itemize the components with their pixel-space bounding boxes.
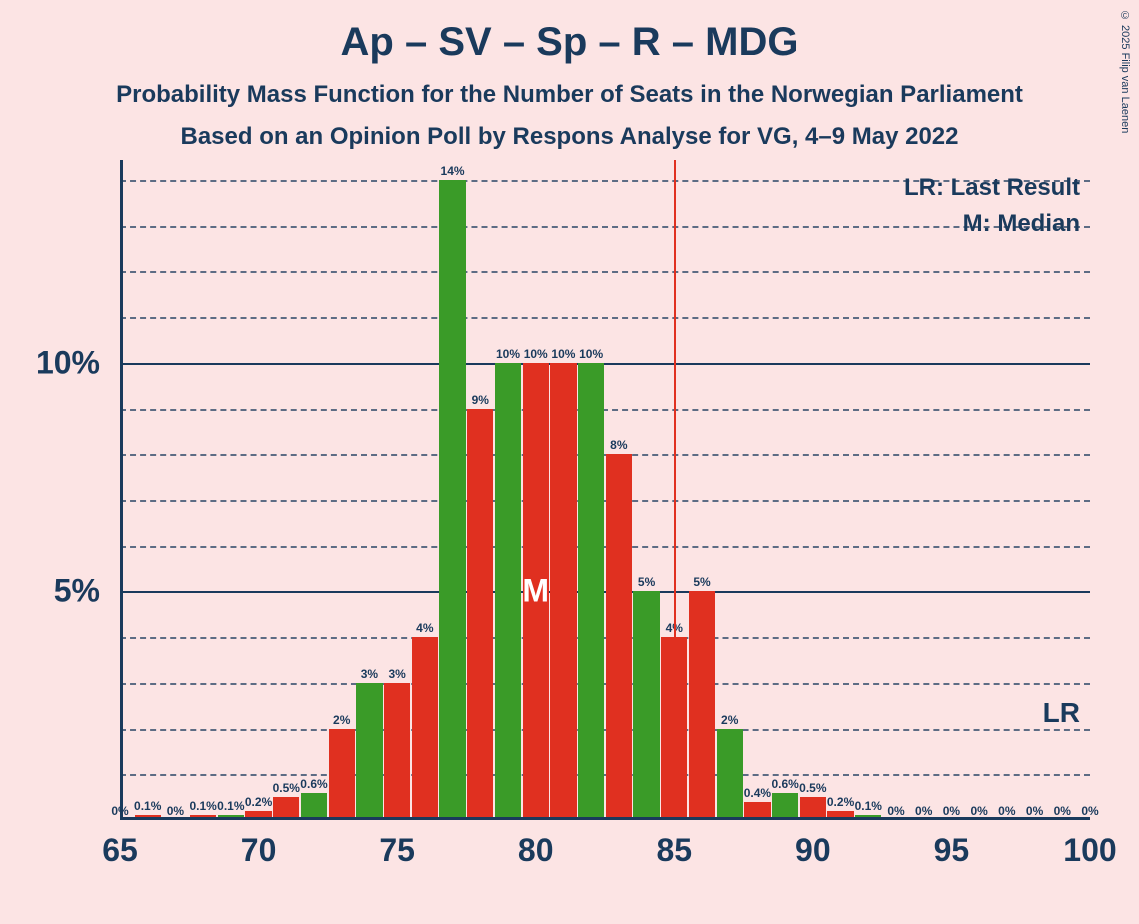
bar-value-label: 10% — [524, 347, 548, 363]
bar: 2% — [329, 729, 355, 820]
bar-value-label: 3% — [388, 667, 405, 683]
bar-value-label: 10% — [579, 347, 603, 363]
bar-value-label: 3% — [361, 667, 378, 683]
median-marker-label: M — [522, 573, 549, 610]
gridline-minor — [120, 317, 1090, 319]
bar-value-label: 8% — [610, 438, 627, 454]
x-axis-tick-label: 90 — [795, 820, 831, 869]
bar: 3% — [356, 683, 382, 820]
bar: 2% — [717, 729, 743, 820]
bar-value-label: 0.5% — [273, 781, 300, 797]
bar-value-label: 10% — [496, 347, 520, 363]
legend-lr: LR: Last Result — [904, 174, 1080, 202]
gridline-minor — [120, 226, 1090, 228]
bar-value-label: 0.1% — [217, 799, 244, 815]
legend-m: M: Median — [963, 210, 1080, 238]
bar-value-label: 5% — [638, 575, 655, 591]
chart-plot-area: 5%10%657075808590951000%0.1%0%0.1%0.1%0.… — [120, 180, 1090, 820]
bar: 10% — [495, 363, 521, 820]
x-axis-tick-label: 80 — [518, 820, 554, 869]
chart-subtitle-2: Based on an Opinion Poll by Respons Anal… — [0, 109, 1139, 151]
chart-subtitle-1: Probability Mass Function for the Number… — [0, 65, 1139, 109]
bar-value-label: 2% — [721, 713, 738, 729]
x-axis-tick-label: 95 — [934, 820, 970, 869]
x-axis-tick-label: 100 — [1063, 820, 1116, 869]
x-axis-tick-label: 75 — [379, 820, 415, 869]
bar-value-label: 4% — [416, 621, 433, 637]
bar-value-label: 0.1% — [189, 799, 216, 815]
y-axis-tick-label: 10% — [36, 344, 120, 381]
gridline-minor — [120, 271, 1090, 273]
gridline-minor — [120, 409, 1090, 411]
bar: 5% — [633, 591, 659, 820]
bar: 9% — [467, 409, 493, 820]
x-axis-tick-label: 85 — [656, 820, 692, 869]
bar-value-label: 10% — [551, 347, 575, 363]
bar-value-label: 0.4% — [744, 786, 771, 802]
x-axis-tick-label: 65 — [102, 820, 138, 869]
bar-value-label: 0.5% — [799, 781, 826, 797]
bar: 3% — [384, 683, 410, 820]
bar-value-label: 0.6% — [771, 777, 798, 793]
bar: 8% — [606, 454, 632, 820]
y-axis-tick-label: 5% — [54, 573, 120, 610]
bar: 5% — [689, 591, 715, 820]
x-axis-line — [120, 817, 1090, 820]
last-result-marker-label: LR — [1043, 697, 1080, 729]
bar: 14% — [439, 180, 465, 820]
bar: 10% — [578, 363, 604, 820]
copyright-text: © 2025 Filip van Laenen — [1119, 10, 1131, 133]
bar-value-label: 5% — [693, 575, 710, 591]
chart-title: Ap – SV – Sp – R – MDG — [0, 0, 1139, 65]
x-axis-tick-label: 70 — [241, 820, 277, 869]
bar: 0.6% — [772, 793, 798, 820]
bar-value-label: 0.2% — [827, 795, 854, 811]
bar: 10% — [550, 363, 576, 820]
bar: 0.6% — [301, 793, 327, 820]
bar-value-label: 0.2% — [245, 795, 272, 811]
gridline-major — [120, 363, 1090, 365]
bar-value-label: 0.1% — [134, 799, 161, 815]
bar-value-label: 9% — [472, 393, 489, 409]
bar-value-label: 2% — [333, 713, 350, 729]
bar-value-label: 0.1% — [855, 799, 882, 815]
bar-value-label: 0.6% — [300, 777, 327, 793]
bar-value-label: 14% — [441, 164, 465, 180]
last-result-line — [674, 160, 676, 820]
bar: 4% — [412, 637, 438, 820]
y-axis-line — [120, 160, 123, 820]
